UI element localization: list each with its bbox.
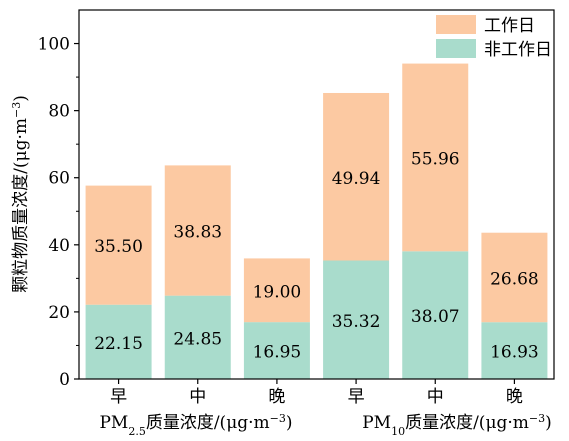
bar-nonworkday-3 <box>323 260 390 379</box>
bar-workday-5 <box>481 232 548 323</box>
x-category-label-4: 中 <box>427 387 444 407</box>
value-label-nonworkday-4: 38.07 <box>411 307 460 327</box>
bar-workday-1 <box>164 165 231 296</box>
legend-label-workday: 工作日 <box>484 16 535 36</box>
bar-workday-4 <box>402 63 469 252</box>
value-label-workday-0: 35.50 <box>94 237 143 257</box>
bars-layer <box>85 63 548 379</box>
x-category-label-0: 早 <box>110 387 127 407</box>
y-axis-title-sup: −3 <box>10 102 23 118</box>
bar-workday-0 <box>85 185 152 305</box>
bar-workday-2 <box>243 258 310 323</box>
y-tick-label-80: 80 <box>48 102 70 122</box>
legend: 工作日 非工作日 <box>436 15 552 60</box>
y-axis-title: 颗粒物质量浓度/(μg·m−3) <box>10 95 32 293</box>
bar-nonworkday-1 <box>164 295 231 379</box>
y-axis-title-end: ) <box>11 95 31 102</box>
legend-label-nonworkday: 非工作日 <box>484 40 552 60</box>
bar-nonworkday-5 <box>481 322 548 379</box>
value-label-workday-2: 19.00 <box>253 282 302 302</box>
y-tick-label-40: 40 <box>48 236 70 256</box>
value-label-nonworkday-2: 16.95 <box>253 343 302 363</box>
y-tick-label-60: 60 <box>48 169 70 189</box>
x-category-label-2: 晚 <box>268 387 285 407</box>
value-label-nonworkday-1: 24.85 <box>173 329 222 349</box>
plot-frame <box>78 9 555 380</box>
x-axis: 早中晚早中晚 <box>110 379 523 407</box>
bar-nonworkday-4 <box>402 251 469 379</box>
y-tick-label-20: 20 <box>48 303 70 323</box>
x-category-label-1: 中 <box>189 387 206 407</box>
value-labels-layer: 22.15 35.50 24.85 38.83 16.95 19.00 35.32 49.94… <box>94 149 539 362</box>
x-category-label-3: 早 <box>348 387 365 407</box>
value-label-workday-1: 38.83 <box>173 223 222 243</box>
value-label-nonworkday-3: 35.32 <box>332 312 381 332</box>
bar-nonworkday-0 <box>85 304 152 379</box>
value-label-nonworkday-5: 16.93 <box>490 343 539 363</box>
bar-workday-3 <box>323 92 390 261</box>
value-label-workday-4: 55.96 <box>411 149 460 169</box>
value-label-workday-5: 26.68 <box>490 269 539 289</box>
value-label-workday-3: 49.94 <box>332 169 381 189</box>
bar-nonworkday-2 <box>243 322 310 379</box>
value-label-nonworkday-0: 22.15 <box>94 334 143 354</box>
y-axis-title-main: 颗粒物质量浓度/(μg·m <box>11 118 31 293</box>
x-category-label-5: 晚 <box>506 387 523 407</box>
legend-swatch-nonworkday <box>436 39 476 58</box>
legend-swatch-workday <box>436 15 476 34</box>
y-tick-label-0: 0 <box>59 370 70 390</box>
group-label-pm25: PM2.5质量浓度/(μg·m−3) <box>99 412 292 438</box>
group-label-pm10: PM10质量浓度/(μg·m−3) <box>362 412 552 438</box>
y-axis: 0 20 40 60 80 100 <box>38 35 79 390</box>
y-tick-label-100: 100 <box>38 35 70 55</box>
